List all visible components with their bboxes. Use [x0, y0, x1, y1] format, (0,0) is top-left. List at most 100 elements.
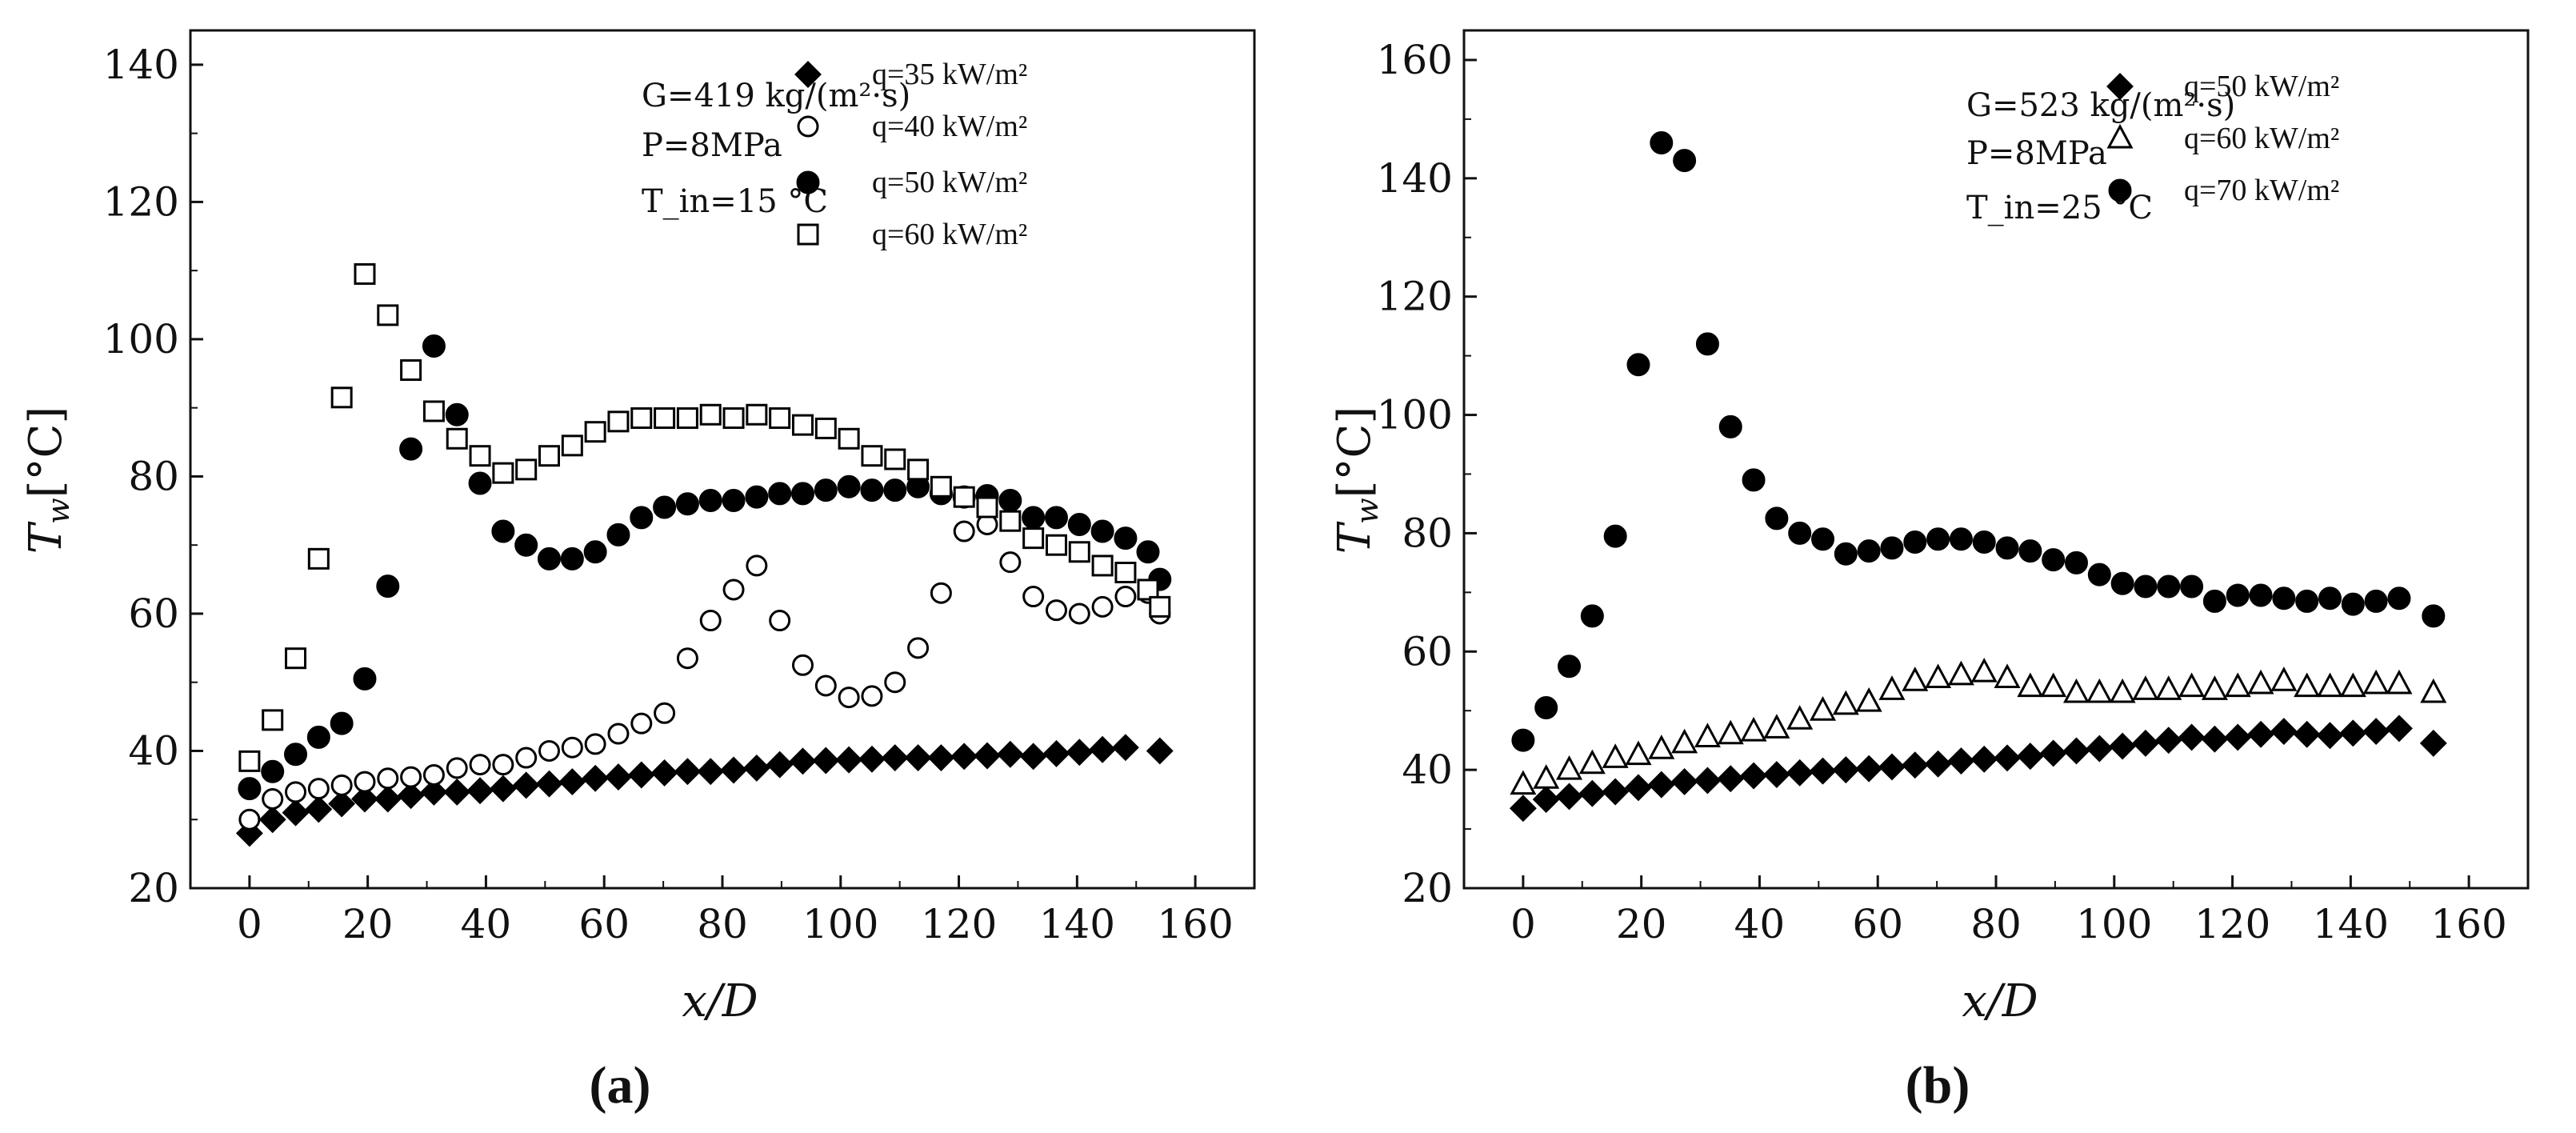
point-a-1-27 — [861, 685, 883, 707]
point-a-3-27 — [861, 445, 883, 467]
point-b-2-27 — [2134, 575, 2158, 599]
condition-line-a-2: T_in=15 °C — [642, 183, 828, 220]
point-b-0-30 — [2201, 725, 2229, 753]
point-b-0-24 — [2062, 737, 2090, 765]
condition-line-b-0: G=523 kg/(m²·s) — [1966, 87, 2235, 124]
point-a-3-26 — [838, 427, 860, 450]
point-a-2-10 — [468, 471, 492, 495]
point-a-0-22 — [742, 754, 770, 782]
y-tick-label-a-1: 40 — [128, 727, 179, 774]
point-a-1-17 — [630, 712, 653, 735]
point-a-2-33 — [998, 488, 1022, 512]
point-b-2-24 — [2064, 550, 2088, 575]
ylabel-sub-a: w — [41, 498, 76, 524]
point-a-3-30 — [930, 475, 952, 498]
series-b-1 — [1510, 657, 2447, 795]
point-a-3-6 — [377, 304, 399, 326]
y-tick-label-a-6: 140 — [103, 42, 179, 88]
x-tick-label-b-5: 100 — [2076, 901, 2152, 947]
point-b-1-36 — [2339, 672, 2366, 698]
y-tick-label-b-4: 100 — [1377, 392, 1453, 438]
point-b-1-4 — [1602, 743, 1629, 768]
point-a-2-8 — [422, 334, 446, 358]
point-b-2-13 — [1811, 527, 1835, 551]
point-a-0-4 — [328, 790, 356, 818]
series-b-0 — [1509, 715, 2447, 823]
x-tick-label-a-7: 140 — [1039, 901, 1115, 947]
point-b-0-18 — [1924, 750, 1952, 778]
point-b-2-10 — [1742, 468, 1766, 492]
point-a-1-20 — [699, 610, 722, 632]
point-a-3-9 — [446, 427, 468, 450]
point-b-0-20 — [1970, 745, 1998, 773]
point-b-1-17 — [1902, 667, 1929, 691]
x-tick-label-a-1: 20 — [342, 901, 394, 947]
point-b-2-30 — [2202, 589, 2226, 613]
point-a-0-24 — [789, 747, 817, 775]
y-tick-label-b-2: 60 — [1402, 628, 1453, 675]
ylabel-unit-b: [°C] — [1329, 406, 1381, 498]
point-b-1-29 — [2178, 672, 2206, 698]
point-a-0-11 — [489, 775, 517, 803]
point-a-3-1 — [262, 709, 284, 731]
point-a-1-33 — [999, 551, 1022, 574]
point-b-2-18 — [1926, 527, 1950, 551]
point-b-2-4 — [1603, 524, 1627, 548]
point-a-0-31 — [950, 743, 978, 771]
y-tick-label-a-3: 80 — [128, 453, 179, 499]
point-b-0-13 — [1809, 757, 1837, 785]
point-b-2-32 — [2249, 583, 2273, 607]
point-b-0-35 — [2316, 722, 2344, 750]
point-b-2-37 — [2364, 589, 2388, 613]
x-tick-label-b-3: 60 — [1852, 901, 1903, 947]
condition-line-a-0: G=419 kg/(m²·s) — [642, 78, 910, 114]
point-b-1-5 — [1625, 740, 1652, 766]
point-a-0-2 — [282, 799, 310, 827]
point-a-1-22 — [746, 554, 768, 577]
x-tick-label-b-8: 160 — [2430, 901, 2506, 947]
x-tick-label-b-4: 80 — [1970, 901, 2022, 947]
legend-label-a-1: q=40 kW/m² — [872, 110, 1027, 143]
point-b-0-2 — [1555, 783, 1583, 811]
y-tick-label-b-5: 120 — [1377, 274, 1453, 320]
point-a-0-20 — [697, 758, 725, 786]
y-tick-label-b-3: 80 — [1402, 510, 1453, 556]
point-b-1-18 — [1925, 663, 1952, 689]
point-a-2-28 — [883, 478, 907, 502]
point-a-3-37 — [1091, 554, 1114, 577]
svg-text:Tw[°C]: Tw[°C] — [1329, 406, 1385, 554]
point-a-2-26 — [837, 474, 861, 498]
point-a-0-10 — [466, 777, 494, 805]
point-a-1-23 — [769, 610, 791, 632]
legend-marker-a-1 — [797, 115, 819, 138]
point-b-0-1 — [1532, 786, 1560, 814]
point-a-0-13 — [535, 770, 563, 798]
y-tick-label-b-6: 140 — [1377, 155, 1453, 202]
point-b-0-39 — [2419, 729, 2447, 757]
point-a-0-36 — [1066, 739, 1094, 767]
point-b-0-22 — [2016, 743, 2044, 771]
legend-marker-a-2 — [796, 170, 820, 194]
point-b-0-37 — [2362, 718, 2390, 746]
point-b-2-17 — [1903, 530, 1927, 554]
point-a-0-14 — [558, 768, 586, 796]
point-a-3-2 — [285, 647, 307, 670]
point-b-0-5 — [1625, 774, 1652, 802]
point-a-2-13 — [538, 546, 562, 571]
point-b-0-10 — [1740, 762, 1768, 790]
point-b-0-11 — [1762, 761, 1790, 789]
point-b-0-15 — [1855, 755, 1883, 783]
point-a-1-2 — [285, 781, 307, 803]
point-b-1-13 — [1809, 696, 1837, 721]
point-b-2-19 — [1949, 527, 1973, 551]
point-b-2-3 — [1580, 604, 1604, 628]
y-axis-label-b: Tw[°C] — [1329, 406, 1385, 554]
point-b-0-12 — [1786, 759, 1814, 787]
legend-label-b-0: q=50 kW/m² — [2184, 70, 2339, 103]
point-a-1-4 — [330, 774, 353, 796]
point-b-1-1 — [1533, 764, 1560, 789]
point-a-3-31 — [953, 486, 975, 508]
point-b-1-20 — [1970, 657, 1998, 683]
series-a-0 — [235, 734, 1174, 847]
point-a-0-29 — [904, 744, 932, 772]
